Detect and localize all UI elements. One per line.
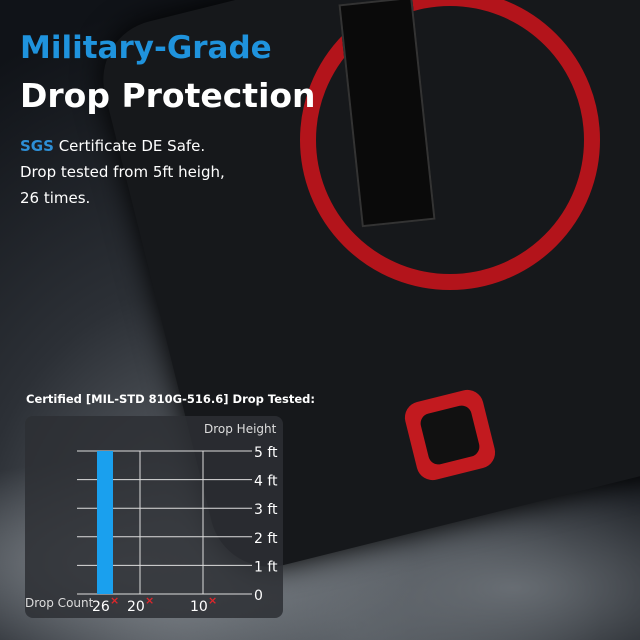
y-tick-label: 4 ft: [254, 474, 278, 490]
sgs-label: SGS: [20, 137, 54, 155]
x-tick-label: 10: [190, 599, 208, 615]
description-line3: 26 times.: [20, 189, 91, 207]
cross-marker: ×: [208, 594, 217, 607]
y-tick-label: 2 ft: [254, 531, 278, 547]
x-axis-label: Drop Count: [25, 596, 94, 610]
x-tick-label: 26: [92, 599, 110, 615]
x-tick-label: 20: [127, 599, 145, 615]
bar-26: [97, 451, 113, 594]
y-tick-label: 3 ft: [254, 502, 278, 518]
headline-line2: Drop Protection: [20, 76, 316, 115]
chart-panel: [25, 416, 283, 618]
y-tick-label: 1 ft: [254, 559, 278, 575]
headline-line1: Military-Grade: [20, 30, 272, 66]
cross-marker: ×: [145, 594, 154, 607]
y-tick-label: 0: [254, 588, 263, 604]
description-text: Certificate DE Safe.: [58, 137, 206, 155]
cross-marker: ×: [110, 594, 119, 607]
chart-title: Certified [MIL-STD 810G-516.6] Drop Test…: [26, 392, 315, 406]
y-tick-label: 5 ft: [254, 445, 278, 461]
y-axis-label: Drop Height: [204, 422, 277, 436]
description-line1: SGS Certificate DE Safe.: [20, 137, 205, 155]
description-line2: Drop tested from 5ft heigh,: [20, 163, 225, 181]
